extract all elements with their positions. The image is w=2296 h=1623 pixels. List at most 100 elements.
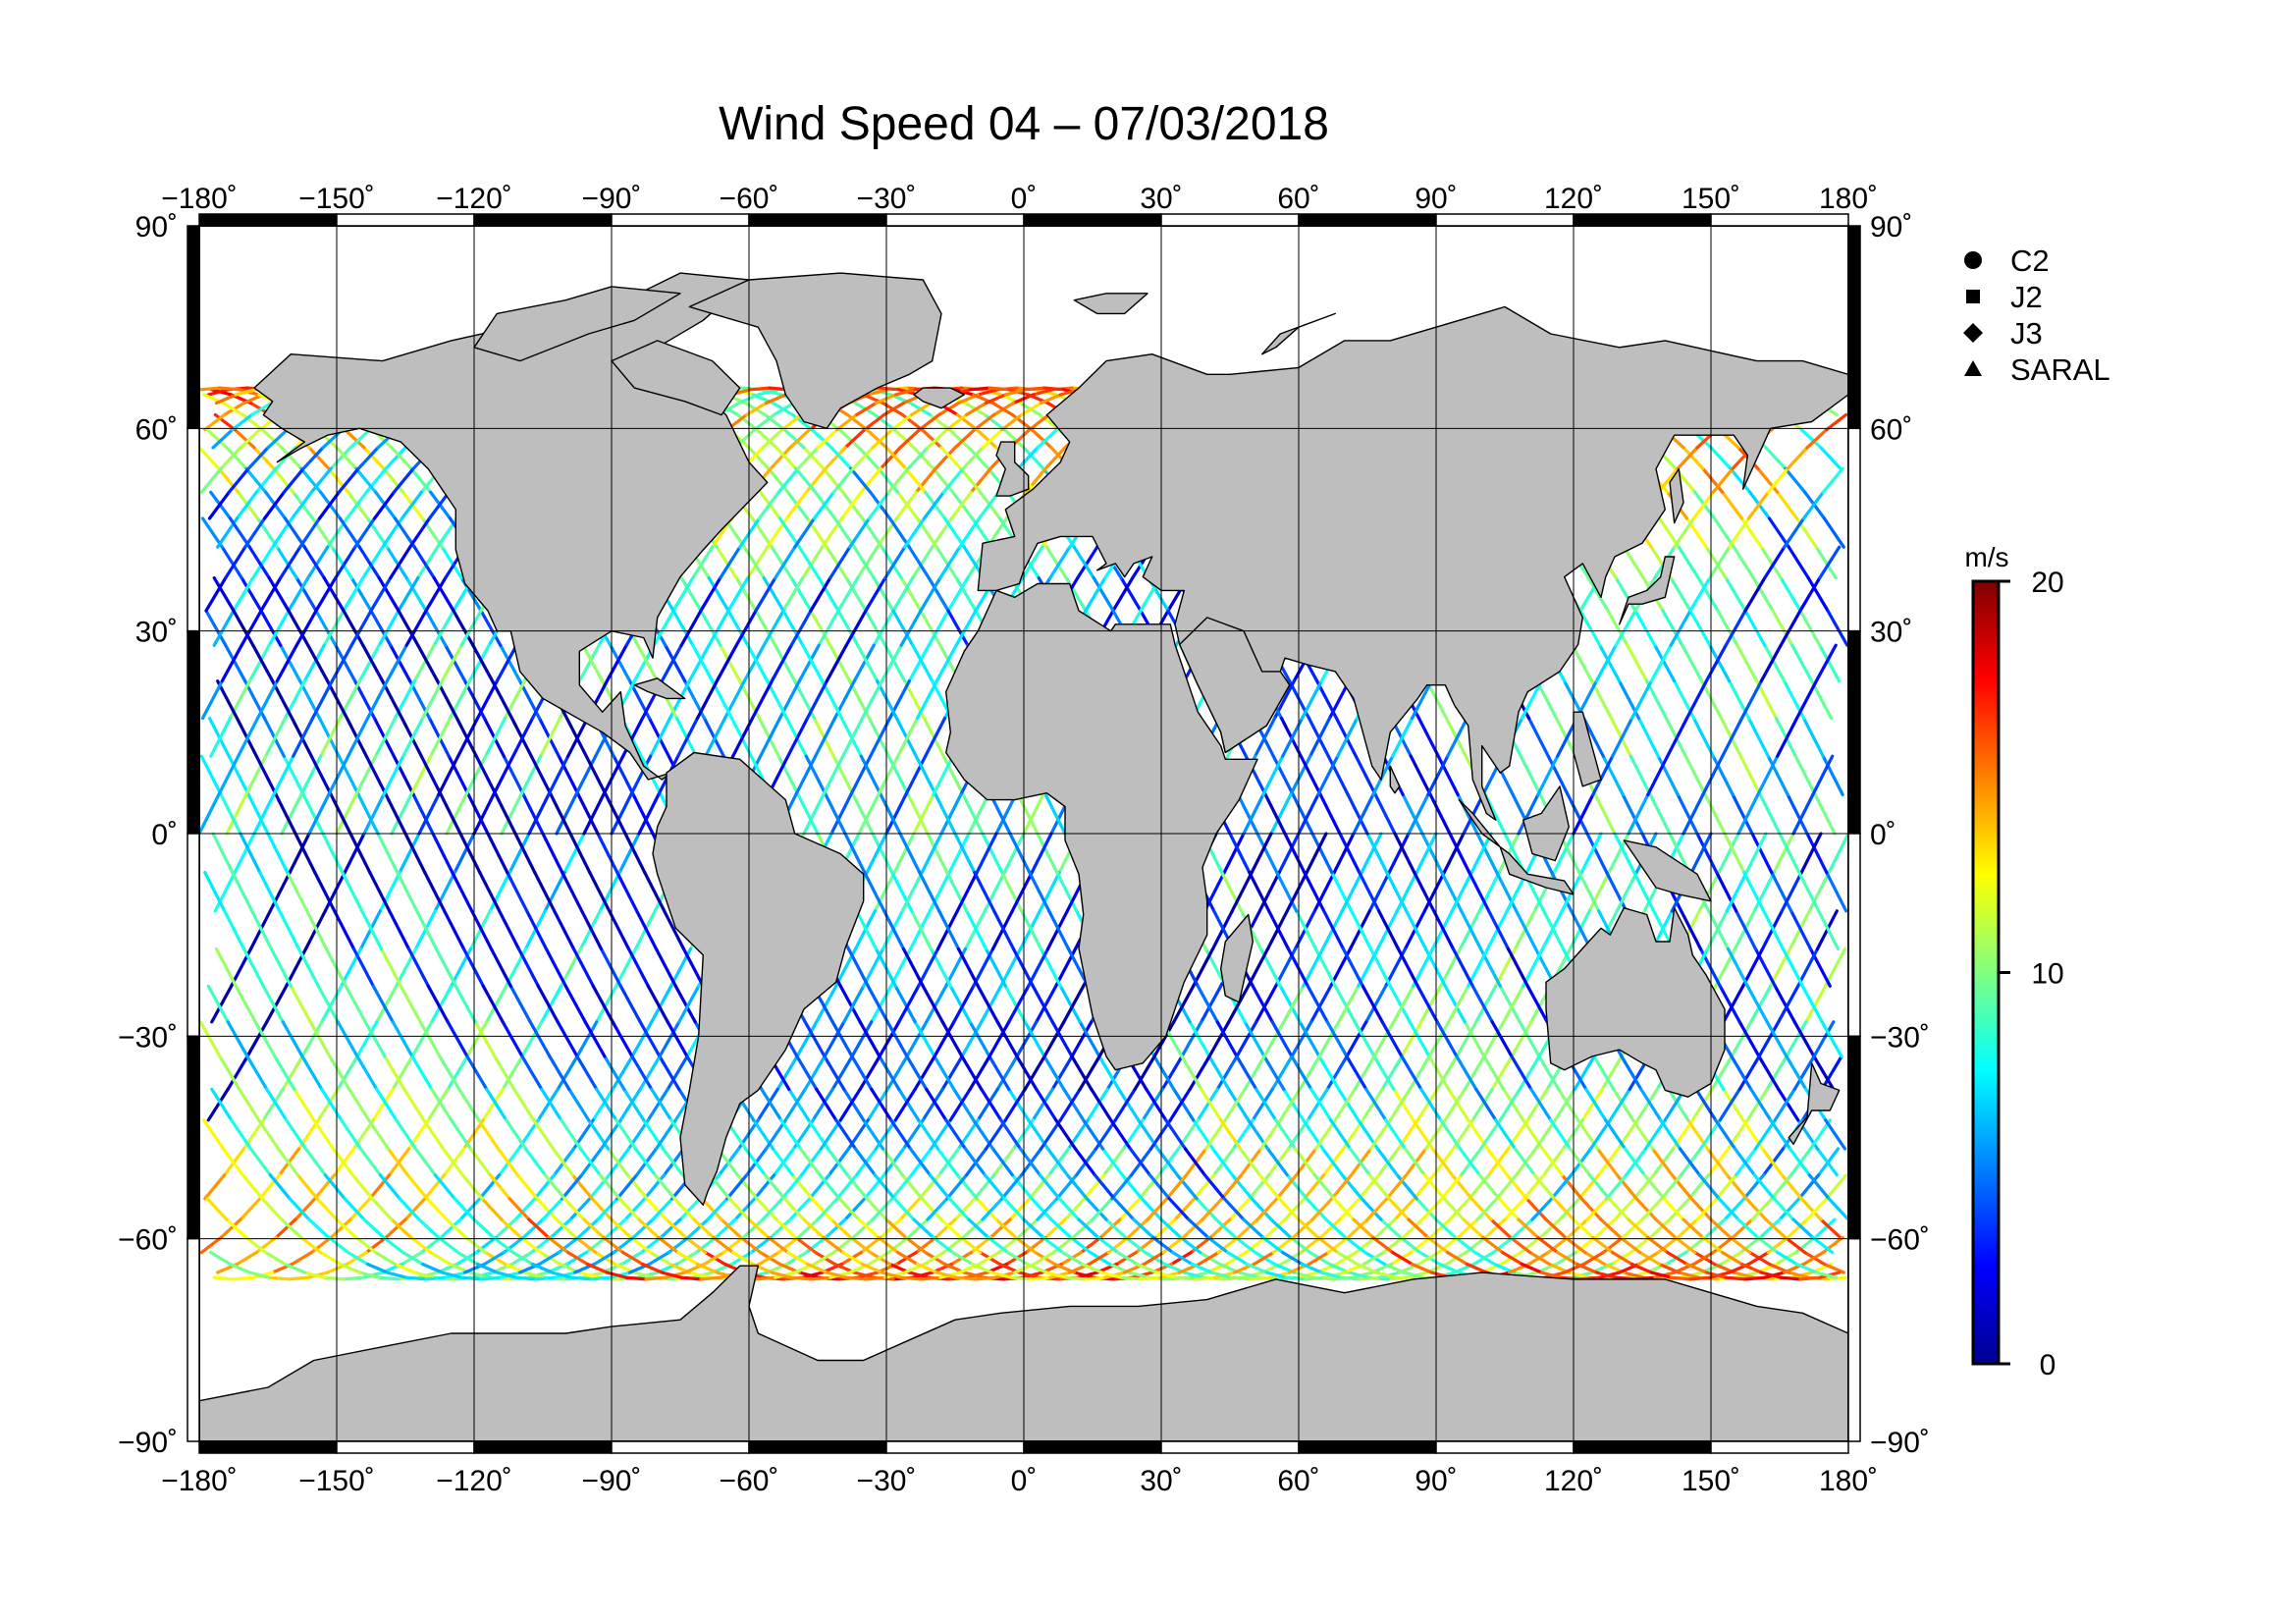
track-segment [1338,1197,1362,1221]
track-segment [203,1173,227,1201]
track-segment [1308,716,1332,758]
track-segment [1689,1197,1713,1221]
track-segment [482,1250,506,1267]
track-segment [1822,516,1845,549]
track-segment [803,1055,827,1092]
track-segment [1230,870,1254,913]
land-borneo [1522,785,1571,862]
track-segment [1777,1087,1800,1122]
track-segment [288,832,311,875]
track-segment [794,1235,818,1255]
lat-tick-label: 90˚ [135,211,178,243]
track-segment [852,643,876,683]
track-segment [924,716,947,758]
track-segment [1737,1055,1761,1092]
track-segment [948,984,972,1024]
track-segment [347,716,370,758]
track-segment [1236,792,1259,836]
track-segment [1380,1055,1404,1092]
track-segment [1051,1235,1075,1255]
track-segment [1718,1087,1741,1122]
land-arabia [1178,617,1291,754]
track-segment [1469,1197,1493,1221]
track-segment [952,1087,976,1122]
track-segment [1811,754,1835,797]
track-segment [1712,516,1735,549]
track-segment [873,412,896,432]
legend-label: SARAL [2010,352,2110,387]
track-segment [735,1173,759,1201]
track-segment [340,1118,363,1151]
track-segment [1819,446,1842,470]
track-segment [1614,609,1637,647]
track-segment [671,609,695,647]
lon-tick-label: 0˚ [1011,183,1038,215]
track-segment [301,446,325,470]
track-segment [283,1262,306,1274]
track-segment [591,984,614,1024]
track-segment [1024,466,1047,494]
lon-tick-label: −90˚ [582,1465,642,1497]
track-segment [1391,1250,1415,1267]
track-segment [897,984,921,1024]
lon-tick-label: −150˚ [298,1465,375,1497]
track-segment [227,754,250,797]
track-segment [1482,1020,1506,1058]
track-segment [244,466,268,494]
track-segment [1179,1235,1202,1255]
track-segment [260,1197,284,1221]
lon-tick-label: −180˚ [161,183,238,215]
track-segment [335,1217,358,1240]
track-segment [933,1055,956,1092]
track-segment [953,1197,977,1221]
track-segment [203,870,227,913]
track-segment [633,1147,657,1177]
track-segment [734,609,758,647]
track-segment [1278,984,1302,1024]
track-segment [809,1275,832,1281]
track-segment [1698,1118,1722,1151]
track-segment [784,490,808,520]
track-segment [385,1271,408,1279]
track-segment [822,466,845,494]
track-segment [1087,1250,1110,1267]
track-segment [946,575,970,613]
track-segment [1721,1250,1744,1267]
track-segment [1654,1217,1678,1240]
track-segment [1337,1087,1361,1122]
track-segment [1600,1055,1624,1092]
track-segment [1728,516,1751,549]
track-segment [1236,1217,1259,1240]
track-segment [1434,1217,1458,1240]
track-segment [446,1055,469,1092]
track-segment [364,754,388,797]
track-segment [941,1235,965,1255]
track-segment [279,643,302,683]
track-segment [990,1147,1014,1177]
track-segment [486,832,509,875]
track-segment [1222,1197,1246,1221]
track-segment [1415,1087,1439,1122]
ground-track [212,832,586,1281]
track-segment [665,1217,688,1240]
track-segment [1709,446,1733,470]
track-segment [956,947,980,988]
track-segment [1064,1275,1088,1281]
track-segment [272,466,295,494]
track-segment [939,446,963,470]
track-segment [763,1173,786,1201]
track-segment [1435,1055,1459,1092]
track-segment [958,516,982,549]
track-segment [644,1275,667,1281]
track-segment [1643,1118,1667,1151]
lon-tick-label: 120˚ [1544,183,1603,215]
track-segment [226,1055,249,1092]
track-segment [892,428,916,450]
track-segment [650,1087,673,1122]
track-segment [1345,1055,1368,1092]
track-segment [492,1235,515,1255]
track-segment [762,575,785,613]
track-segment [1670,1173,1693,1201]
track-segment [1000,870,1024,913]
track-segment [1535,679,1559,721]
